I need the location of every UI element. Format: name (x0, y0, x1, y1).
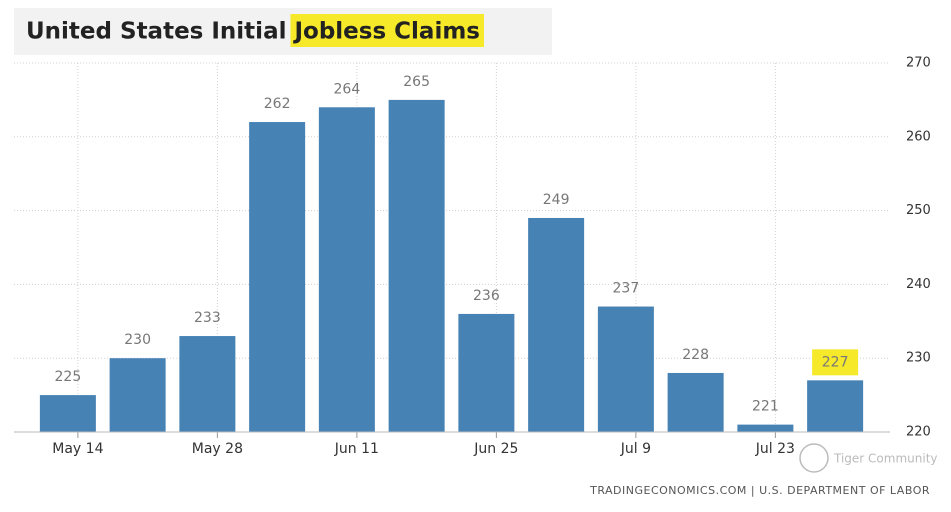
value-label: 237 (613, 281, 640, 297)
chart-title-highlight: Jobless Claims (292, 19, 480, 45)
y-tick-label: 260 (906, 129, 931, 144)
y-tick-label: 230 (906, 351, 931, 366)
bar (667, 372, 724, 432)
title-highlight-box (290, 14, 484, 47)
bar (807, 380, 864, 432)
value-label: 221 (752, 399, 779, 415)
value-label: 264 (334, 81, 361, 97)
x-tick-label: May 14 (52, 441, 103, 457)
bar (528, 217, 585, 432)
bar (597, 306, 654, 432)
bar (109, 358, 166, 432)
y-tick-label: 250 (906, 203, 931, 218)
y-tick-label: 270 (906, 56, 931, 71)
x-tick-label: Jul 23 (755, 441, 795, 457)
y-tick-label: 240 (906, 277, 931, 292)
chart-title: United States Initial (26, 19, 286, 45)
value-label: 265 (403, 74, 430, 90)
value-label: 233 (194, 310, 221, 326)
watermark-logo (799, 443, 829, 473)
value-label: 228 (682, 347, 709, 363)
value-label: 249 (543, 192, 570, 208)
value-label: 262 (264, 96, 291, 112)
bar (388, 99, 445, 433)
value-label: 230 (124, 332, 151, 348)
bar (458, 313, 515, 432)
value-label: 225 (55, 369, 82, 385)
watermark: Tiger Community (833, 452, 938, 466)
value-label: 236 (473, 288, 500, 304)
x-tick-label: Jun 25 (473, 441, 518, 457)
y-tick-label: 220 (906, 425, 931, 440)
bar (737, 424, 794, 432)
x-tick-label: Jul 9 (620, 441, 651, 457)
bar (39, 395, 96, 432)
x-tick-label: May 28 (192, 441, 243, 457)
bar (318, 107, 375, 432)
value-label: 227 (822, 354, 849, 370)
bar (249, 122, 306, 432)
source: TRADINGECONOMICS.COM | U.S. DEPARTMENT O… (589, 484, 930, 497)
value-label-highlight (812, 349, 859, 376)
x-tick-label: Jun 11 (334, 441, 379, 457)
bar (179, 336, 236, 432)
